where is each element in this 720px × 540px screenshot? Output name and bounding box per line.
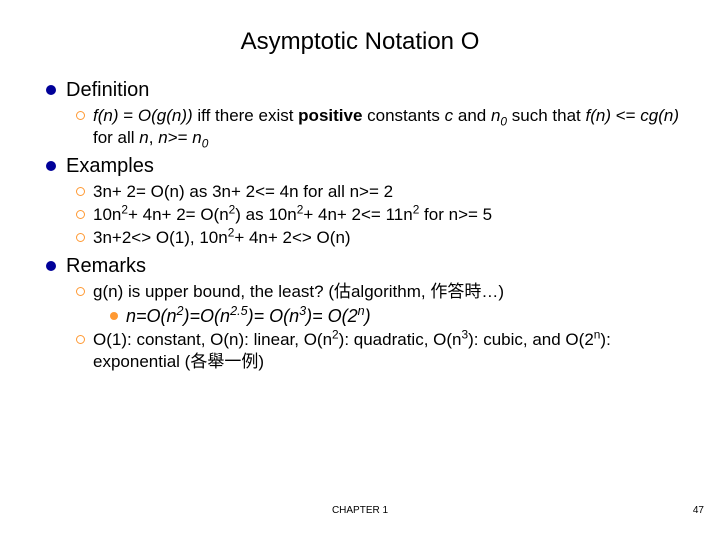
filled-bullet-icon (110, 312, 118, 320)
section-heading: Remarks (66, 254, 146, 279)
section-definition: Definition (46, 78, 684, 103)
bullet-icon (46, 85, 56, 95)
footer-page-number: 47 (693, 505, 704, 516)
bullet-icon (46, 261, 56, 271)
section-examples: Examples (46, 154, 684, 179)
bullet-icon (46, 161, 56, 171)
hollow-bullet-icon (76, 233, 85, 242)
section-heading: Examples (66, 154, 154, 179)
remark-sub-text: n=O(n2)=O(n2.5)= O(n3)= O(2n) (126, 305, 371, 328)
example-item: 3n+2<> O(1), 10n2+ 4n+ 2<> O(n) (76, 227, 684, 249)
footer-chapter: CHAPTER 1 (0, 505, 720, 516)
example-text: 10n2+ 4n+ 2= O(n2) as 10n2+ 4n+ 2<= 11n2… (93, 204, 492, 226)
definition-item: f(n) = O(g(n)) iff there exist positive … (76, 105, 684, 149)
remark-sub-item: n=O(n2)=O(n2.5)= O(n3)= O(2n) (110, 305, 684, 328)
definition-text: f(n) = O(g(n)) iff there exist positive … (93, 105, 684, 149)
hollow-bullet-icon (76, 335, 85, 344)
example-item: 10n2+ 4n+ 2= O(n2) as 10n2+ 4n+ 2<= 11n2… (76, 204, 684, 226)
section-heading: Definition (66, 78, 149, 103)
remark-text: O(1): constant, O(n): linear, O(n2): qua… (93, 329, 684, 373)
example-item: 3n+ 2= O(n) as 3n+ 2<= 4n for all n>= 2 (76, 181, 684, 203)
remark-item: O(1): constant, O(n): linear, O(n2): qua… (76, 329, 684, 373)
example-text: 3n+2<> O(1), 10n2+ 4n+ 2<> O(n) (93, 227, 351, 249)
section-remarks: Remarks (46, 254, 684, 279)
example-text: 3n+ 2= O(n) as 3n+ 2<= 4n for all n>= 2 (93, 181, 393, 203)
remark-item: g(n) is upper bound, the least? (估algori… (76, 281, 684, 303)
remark-text: g(n) is upper bound, the least? (估algori… (93, 281, 504, 303)
slide-title: Asymptotic Notation O (36, 28, 684, 56)
hollow-bullet-icon (76, 187, 85, 196)
hollow-bullet-icon (76, 111, 85, 120)
hollow-bullet-icon (76, 287, 85, 296)
hollow-bullet-icon (76, 210, 85, 219)
